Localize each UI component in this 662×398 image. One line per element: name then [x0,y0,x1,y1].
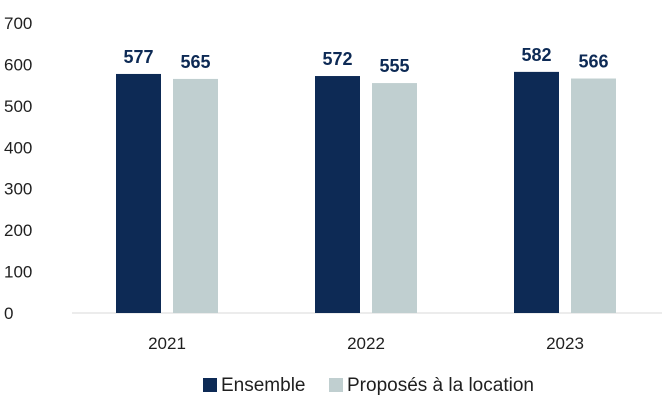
legend-label: Ensemble [221,375,306,396]
x-axis: 2021 2022 2023 [148,334,584,353]
legend-label: Proposés à la location [347,375,534,396]
data-label: 572 [322,49,352,69]
data-label: 577 [123,47,153,67]
y-tick-label: 400 [4,138,32,157]
y-tick-label: 500 [4,97,32,116]
x-tick-label: 2022 [347,334,385,353]
legend: Ensemble Proposés à la location [203,375,534,396]
bar-propos-s-la-location-2023 [571,78,616,313]
bar-propos-s-la-location-2021 [173,78,218,313]
y-tick-label: 300 [4,180,32,199]
x-tick-label: 2023 [546,334,584,353]
data-label: 555 [379,56,409,76]
legend-swatch [329,378,343,392]
data-label: 566 [578,52,608,72]
bars: 577 565 572 555 582 566 [116,45,616,314]
y-axis: 0 100 200 300 400 500 600 700 [4,14,32,323]
y-tick-label: 200 [4,221,32,240]
bar-ensemble-2023 [514,71,559,313]
y-tick-label: 100 [4,263,32,282]
x-tick-label: 2021 [148,334,186,353]
data-label: 565 [180,52,210,72]
bar-ensemble-2021 [116,73,161,313]
data-label: 582 [521,45,551,65]
legend-swatch [203,378,217,392]
y-tick-label: 600 [4,55,32,74]
bar-ensemble-2022 [315,76,360,314]
y-tick-label: 700 [4,14,32,33]
y-tick-label: 0 [4,304,13,323]
bar-propos-s-la-location-2022 [372,83,417,313]
